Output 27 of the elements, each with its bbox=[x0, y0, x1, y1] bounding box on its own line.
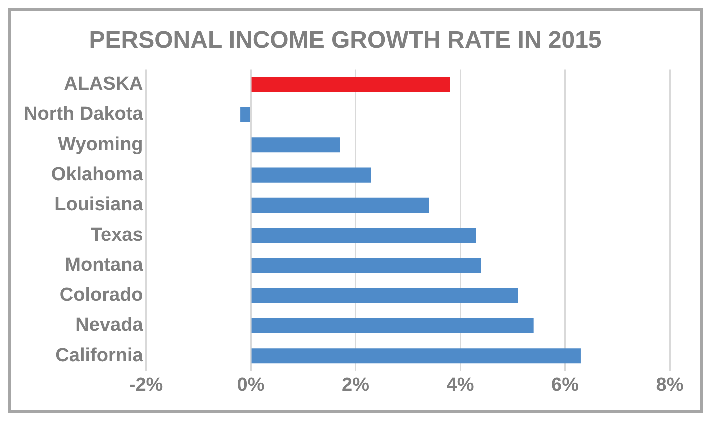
chart-title: PERSONAL INCOME GROWTH RATE IN 2015 bbox=[89, 27, 602, 54]
bar bbox=[252, 168, 372, 183]
y-tick-label: Colorado bbox=[60, 285, 144, 306]
x-tick-label: 2% bbox=[342, 374, 370, 396]
y-tick-label: California bbox=[56, 345, 144, 366]
y-tick-label: Nevada bbox=[76, 315, 144, 336]
bar bbox=[252, 138, 340, 153]
y-tick-label: Oklahoma bbox=[51, 164, 144, 186]
bar bbox=[252, 198, 430, 213]
x-tick-label: 8% bbox=[656, 374, 684, 396]
bar bbox=[252, 348, 581, 364]
bar bbox=[252, 258, 482, 274]
bar bbox=[252, 77, 450, 92]
x-tick-label: 0% bbox=[237, 374, 265, 396]
y-tick-label: ALASKA bbox=[64, 74, 144, 96]
bar bbox=[252, 288, 518, 304]
x-tick-label: -2% bbox=[129, 374, 164, 396]
bar bbox=[252, 318, 534, 334]
bar bbox=[252, 228, 476, 244]
x-tick-label: 4% bbox=[446, 374, 474, 396]
y-tick-label: North Dakota bbox=[24, 104, 144, 126]
y-tick-label: Wyoming bbox=[58, 134, 144, 156]
bar bbox=[240, 107, 250, 123]
y-tick-label: Louisiana bbox=[54, 194, 144, 216]
x-tick-label: 6% bbox=[552, 374, 580, 396]
y-tick-label: Montana bbox=[65, 254, 144, 276]
y-tick-label: Texas bbox=[90, 224, 144, 246]
